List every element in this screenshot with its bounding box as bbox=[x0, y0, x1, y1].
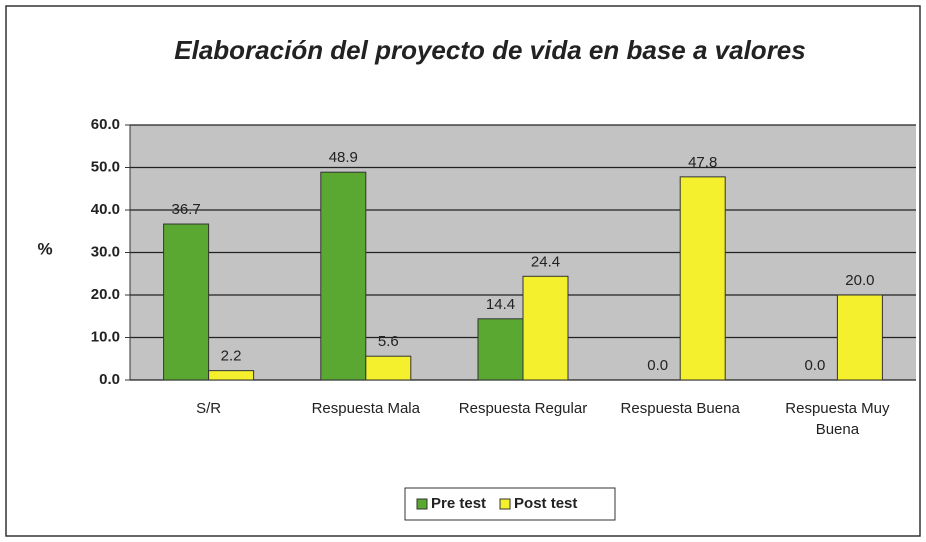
y-axis-label: % bbox=[37, 239, 52, 258]
legend-label: Post test bbox=[514, 495, 577, 512]
data-label: 0.0 bbox=[804, 357, 825, 374]
data-label: 20.0 bbox=[845, 272, 874, 289]
data-label: 24.4 bbox=[531, 253, 560, 270]
y-tick-label: 30.0 bbox=[91, 243, 120, 260]
y-tick-label: 50.0 bbox=[91, 158, 120, 175]
y-tick-label: 10.0 bbox=[91, 328, 120, 345]
x-tick-label: Respuesta Mala bbox=[311, 400, 420, 417]
legend-label: Pre test bbox=[431, 495, 486, 512]
x-tick-label: Respuesta Muy Buena bbox=[785, 400, 890, 438]
y-tick-label: 60.0 bbox=[91, 116, 120, 133]
data-label: 2.2 bbox=[221, 348, 242, 365]
y-tick-label: 40.0 bbox=[91, 201, 120, 218]
bar bbox=[522, 275, 569, 381]
data-label: 47.8 bbox=[688, 154, 717, 171]
bar bbox=[365, 355, 412, 381]
y-tick-label: 20.0 bbox=[91, 286, 120, 303]
legend-swatch bbox=[416, 498, 428, 510]
data-label: 36.7 bbox=[171, 201, 200, 218]
chart-title: Elaboración del proyecto de vida en base… bbox=[174, 35, 805, 65]
legend-swatch bbox=[499, 498, 511, 510]
data-label: 0.0 bbox=[647, 357, 668, 374]
bar bbox=[320, 171, 367, 381]
bar bbox=[208, 370, 255, 381]
x-tick-label: Respuesta Regular bbox=[458, 400, 588, 417]
x-tick-label: S/R bbox=[196, 400, 222, 417]
y-tick-label: 0.0 bbox=[99, 371, 120, 388]
bar bbox=[836, 294, 883, 381]
data-label: 5.6 bbox=[378, 333, 399, 350]
data-label: 14.4 bbox=[486, 296, 515, 313]
data-label: 48.9 bbox=[329, 149, 358, 166]
x-tick-label: Respuesta Buena bbox=[620, 400, 740, 417]
bar bbox=[679, 176, 726, 381]
bar bbox=[163, 223, 210, 381]
bar bbox=[477, 318, 524, 381]
